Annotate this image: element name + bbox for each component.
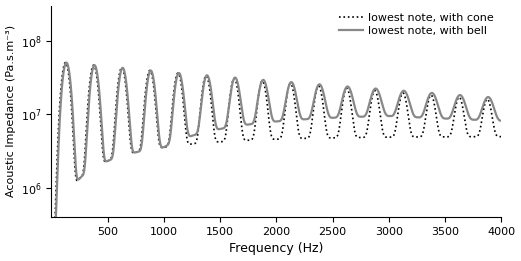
X-axis label: Frequency (Hz): Frequency (Hz) xyxy=(229,242,324,256)
Legend: lowest note, with cone, lowest note, with bell: lowest note, with cone, lowest note, wit… xyxy=(337,11,496,38)
lowest note, with bell xyxy=(63,61,69,64)
lowest note, with bell xyxy=(68,83,74,86)
lowest note, with bell xyxy=(269,115,275,118)
lowest note, with bell xyxy=(498,119,504,122)
lowest note, with cone xyxy=(63,61,69,64)
lowest note, with cone xyxy=(76,177,82,181)
Line: lowest note, with bell: lowest note, with bell xyxy=(52,63,501,261)
lowest note, with cone xyxy=(68,94,74,97)
lowest note, with cone xyxy=(475,134,481,138)
lowest note, with cone xyxy=(137,146,143,149)
lowest note, with cone xyxy=(51,243,57,246)
Line: lowest note, with cone: lowest note, with cone xyxy=(52,63,501,261)
lowest note, with bell xyxy=(137,149,143,152)
lowest note, with bell xyxy=(76,177,82,181)
lowest note, with cone xyxy=(498,135,504,138)
lowest note, with bell xyxy=(51,248,57,251)
lowest note, with bell xyxy=(475,117,481,121)
lowest note, with cone xyxy=(269,135,275,139)
Y-axis label: Acoustic Impedance (Pa.s.m⁻³): Acoustic Impedance (Pa.s.m⁻³) xyxy=(6,25,16,197)
